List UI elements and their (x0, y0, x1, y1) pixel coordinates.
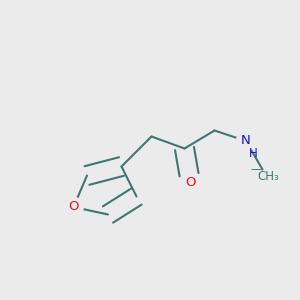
Circle shape (236, 131, 256, 151)
Circle shape (181, 173, 200, 193)
Text: CH₃: CH₃ (258, 170, 279, 184)
Text: H: H (249, 147, 258, 160)
Circle shape (64, 197, 83, 217)
Text: N: N (241, 134, 251, 148)
Text: —: — (250, 163, 263, 176)
Text: O: O (68, 200, 79, 214)
Text: O: O (185, 176, 196, 190)
